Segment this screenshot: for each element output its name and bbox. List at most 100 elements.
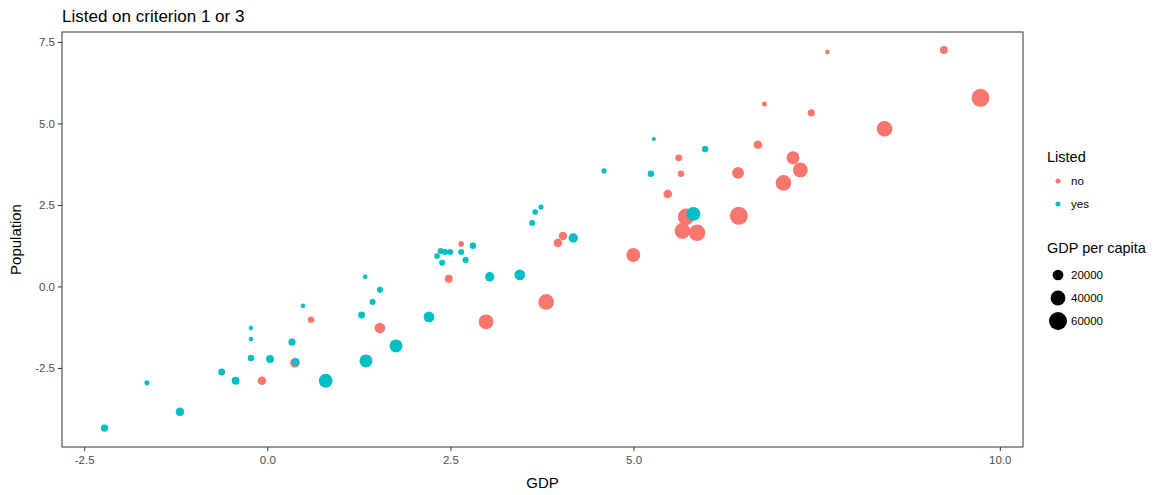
y-axis-title: Population [7, 204, 24, 275]
x-tick [84, 447, 85, 451]
bubble [686, 207, 700, 221]
bubble [732, 167, 744, 179]
bubble [793, 162, 808, 177]
title: Listed on criterion 1 or 3 [62, 7, 244, 26]
bubble [232, 377, 240, 385]
bubble [447, 249, 453, 255]
bubble [787, 151, 800, 164]
x-tick [1000, 447, 1001, 451]
bubble [458, 241, 464, 247]
legend-label: no [1071, 175, 1084, 187]
size-legend-label: 40000 [1071, 292, 1103, 304]
bubble [652, 137, 656, 141]
bubble [529, 220, 535, 226]
bubble [176, 408, 185, 417]
bubble [258, 377, 267, 386]
bubble [762, 101, 767, 106]
points [101, 46, 990, 432]
bubble [358, 312, 365, 319]
bubble [424, 312, 435, 323]
bubble [390, 339, 403, 352]
bubble [292, 358, 300, 366]
panel-frame [62, 32, 1023, 447]
y-tick [58, 368, 62, 369]
x-tick [267, 447, 268, 451]
bubble [144, 380, 149, 385]
y-tick [58, 205, 62, 206]
bubble [730, 207, 748, 225]
x-tick [450, 447, 451, 451]
bubble [249, 337, 254, 342]
size-legend-key [1051, 291, 1066, 306]
bubble [485, 272, 494, 281]
bubble [288, 338, 295, 345]
bubble [249, 326, 254, 331]
y-tick [58, 42, 62, 43]
bubble [663, 190, 672, 199]
bubble [702, 146, 708, 152]
bubble [301, 304, 306, 309]
legend-title: Listed [1047, 149, 1086, 165]
x-tick-label: 5.0 [626, 454, 642, 466]
bubble [248, 355, 254, 361]
bubble [434, 253, 440, 259]
x-tick-label: 0.0 [260, 454, 276, 466]
bubble [370, 299, 376, 305]
bubble [601, 168, 606, 173]
legend-label: yes [1071, 198, 1089, 210]
bubble [101, 424, 108, 431]
bubble [678, 171, 684, 177]
y-tick-label: 5.0 [39, 118, 55, 130]
bubble [559, 232, 568, 241]
bubble [360, 354, 373, 367]
bubble [319, 374, 333, 388]
x-tick [634, 447, 635, 451]
bubble [445, 275, 453, 283]
bubble [479, 314, 494, 329]
bubble [439, 260, 445, 266]
bubble [538, 204, 543, 209]
legend-key [1056, 202, 1061, 207]
bubble [532, 209, 538, 215]
bubble [972, 89, 990, 107]
y-tick [58, 286, 62, 287]
bubble [648, 171, 654, 177]
size-legend-key [1049, 312, 1067, 330]
bubble [290, 358, 299, 367]
x-tick-label: 2.5 [443, 454, 459, 466]
size-legend-label: 20000 [1071, 269, 1103, 281]
size-legend-label: 60000 [1071, 315, 1103, 327]
chart: Listed on criterion 1 or 3 -2.5 0.0 2.5 5.0 1… [0, 0, 1172, 495]
bubble [940, 46, 948, 54]
y-tick-label: -2.5 [35, 362, 55, 374]
legend-key [1056, 179, 1061, 184]
bubble [626, 248, 640, 262]
bubble [877, 121, 893, 137]
bubble [266, 355, 274, 363]
y-tick [58, 123, 62, 124]
bubble [569, 233, 578, 242]
bubble [675, 154, 682, 161]
bubble [458, 249, 464, 255]
bubble [808, 109, 815, 116]
size-legend-title: GDP per capita [1047, 240, 1147, 256]
y-tick-label: 2.5 [39, 199, 55, 211]
bubble [375, 323, 386, 334]
bubble [308, 317, 314, 323]
bubble [675, 223, 691, 239]
bubble [538, 294, 554, 310]
bubble [754, 141, 763, 150]
bubble [363, 275, 368, 280]
bubble [470, 243, 476, 249]
x-axis-title: GDP [526, 474, 559, 491]
bubble [554, 239, 563, 248]
size-legend-key [1053, 270, 1064, 281]
bubble [825, 50, 830, 55]
x-tick-label: -2.5 [75, 454, 95, 466]
y-tick-label: 7.5 [39, 36, 55, 48]
bubble [463, 257, 469, 263]
x-tick-label: 10.0 [989, 454, 1011, 466]
bubble [776, 175, 792, 191]
bubble [218, 369, 225, 376]
bubble [377, 287, 383, 293]
